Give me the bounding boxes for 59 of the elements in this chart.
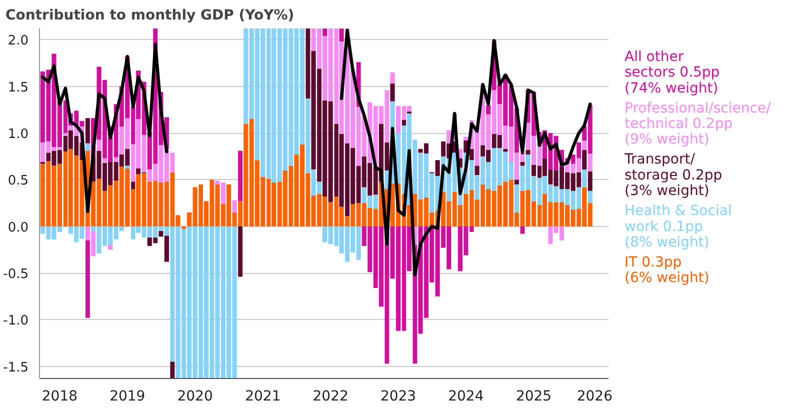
bar bbox=[390, 84, 395, 102]
bar bbox=[63, 133, 68, 136]
x-tick-label: 2026 bbox=[576, 388, 613, 404]
y-tick-label: -1.0 bbox=[3, 314, 29, 329]
y-tick-label: -1.5 bbox=[3, 360, 29, 376]
bar bbox=[582, 140, 587, 150]
x-tick-label: 2025 bbox=[516, 388, 552, 404]
bar bbox=[238, 226, 243, 277]
y-tick-label: -0.5 bbox=[3, 267, 29, 282]
bar bbox=[582, 169, 587, 188]
bar bbox=[402, 120, 406, 126]
bar bbox=[85, 118, 90, 144]
bar bbox=[232, 200, 237, 212]
x-tick-label: 2018 bbox=[42, 388, 78, 404]
bar bbox=[474, 166, 480, 176]
bar bbox=[441, 141, 446, 156]
y-tick-label: 0.0 bbox=[8, 220, 29, 236]
bar bbox=[102, 158, 107, 163]
x-tick-label: 2022 bbox=[312, 388, 348, 404]
bar bbox=[114, 157, 118, 162]
x-tick-label: 2023 bbox=[380, 388, 416, 404]
bar bbox=[182, 226, 186, 230]
text: All other sectors 0.5pp (74% weight) bbox=[624, 48, 720, 96]
bar bbox=[582, 150, 587, 170]
bar bbox=[446, 130, 452, 144]
bar bbox=[514, 180, 520, 184]
y-tick-label: 1.5 bbox=[8, 80, 29, 96]
bar bbox=[588, 190, 592, 204]
bar bbox=[520, 162, 525, 166]
bar bbox=[470, 148, 474, 160]
x-tick-label: 2021 bbox=[245, 388, 281, 404]
bar bbox=[464, 136, 468, 140]
bar bbox=[125, 166, 130, 168]
bar bbox=[85, 143, 90, 151]
x-tick-label: 2020 bbox=[177, 388, 213, 404]
bar bbox=[588, 171, 592, 191]
text: Professional/science/ technical 0.2pp (9% weight) bbox=[624, 100, 772, 148]
bar bbox=[390, 72, 395, 84]
text: Transport/ storage 0.2pp (3% weight) bbox=[624, 152, 722, 200]
chart-title: Contribution to monthly GDP (YoY%) bbox=[6, 8, 294, 24]
bar bbox=[131, 182, 136, 190]
x-tick-label: 2024 bbox=[448, 388, 484, 404]
bar bbox=[520, 226, 525, 234]
bar bbox=[322, 28, 328, 36]
y-tick-label: 1.0 bbox=[8, 127, 29, 142]
y-tick-label: 0.5 bbox=[8, 174, 29, 189]
y-tick-label: 2.0 bbox=[8, 34, 29, 49]
bar bbox=[96, 140, 102, 151]
bar bbox=[526, 150, 530, 154]
bar bbox=[85, 240, 90, 318]
bar bbox=[588, 154, 592, 172]
text: Health & Social work 0.1pp (8% weight) bbox=[624, 203, 732, 251]
bar bbox=[486, 105, 491, 114]
text: IT 0.3pp (6% weight) bbox=[624, 254, 710, 286]
bar bbox=[170, 362, 175, 378]
x-tick-label: 2019 bbox=[110, 388, 146, 404]
bar bbox=[339, 28, 344, 42]
bar bbox=[238, 150, 243, 202]
bar bbox=[108, 245, 113, 250]
